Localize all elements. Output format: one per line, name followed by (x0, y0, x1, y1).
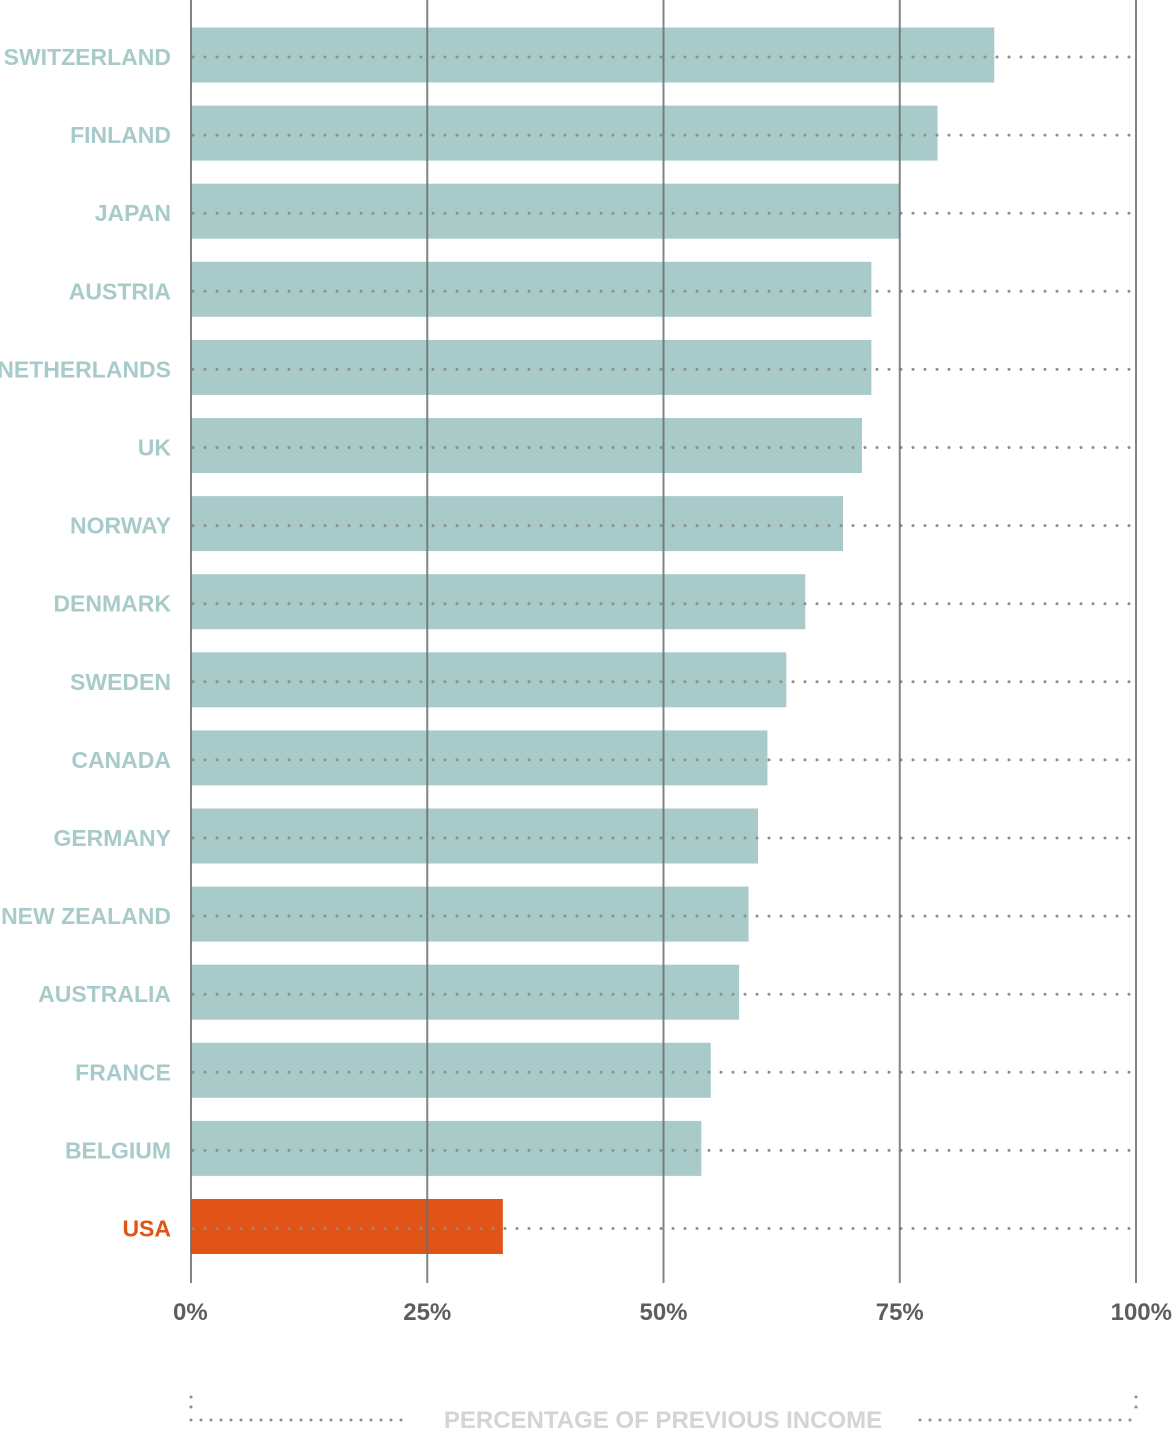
category-label-finland: FINLAND (70, 122, 171, 148)
bar-norway (191, 496, 844, 552)
bar-uk (191, 418, 862, 473)
category-label-belgium: BELGIUM (65, 1137, 171, 1163)
category-label-new-zealand: NEW ZEALAND (1, 903, 171, 929)
category-label-netherlands: NETHERLANDS (0, 356, 171, 382)
category-label-austria: AUSTRIA (69, 278, 171, 304)
bar-sweden (191, 652, 787, 708)
category-label-usa: USA (122, 1216, 171, 1242)
dotted-guides (191, 55, 1138, 1230)
category-label-australia: AUSTRALIA (38, 981, 171, 1007)
x-axis-label: PERCENTAGE OF PREVIOUS INCOME (444, 1407, 882, 1431)
bar-austria (191, 261, 872, 317)
category-label-switzerland: SWITZERLAND (4, 44, 171, 70)
x-tick-label-75: 75% (876, 1299, 924, 1326)
bar-switzerland (191, 27, 995, 83)
bar-finland (191, 105, 938, 161)
bar-belgium (191, 1120, 702, 1176)
x-tick-label-25: 25% (403, 1299, 451, 1326)
gridlines (190, 0, 1137, 1283)
category-labels: SWITZERLAND FINLAND JAPAN AUSTRIA NETHERLAND… (0, 44, 171, 1242)
bar-canada (191, 730, 768, 786)
bar-australia (191, 964, 740, 1020)
category-label-uk: UK (138, 435, 172, 461)
bar-new-zealand (191, 886, 749, 942)
bar-germany (191, 808, 758, 864)
bar-denmark (191, 574, 806, 630)
category-label-japan: JAPAN (95, 200, 171, 226)
category-label-canada: CANADA (71, 747, 171, 773)
bar-netherlands (191, 339, 872, 395)
bar-france (191, 1042, 711, 1098)
x-tick-label-0: 0% (173, 1299, 208, 1326)
category-label-france: FRANCE (75, 1059, 171, 1085)
category-label-denmark: DENMARK (53, 591, 171, 617)
x-tick-label-100: 100% (1111, 1299, 1172, 1326)
category-label-germany: GERMANY (53, 825, 171, 851)
x-axis-footer: PERCENTAGE OF PREVIOUS INCOME (189, 1395, 1138, 1431)
category-label-norway: NORWAY (70, 513, 171, 539)
x-tick-labels: 0% 25% 50% 75% 100% (173, 1299, 1172, 1326)
bars-group (191, 27, 995, 1254)
bar-usa (191, 1199, 503, 1254)
category-label-sweden: SWEDEN (70, 669, 171, 695)
bar-japan (191, 183, 900, 239)
x-tick-label-50: 50% (639, 1299, 687, 1326)
